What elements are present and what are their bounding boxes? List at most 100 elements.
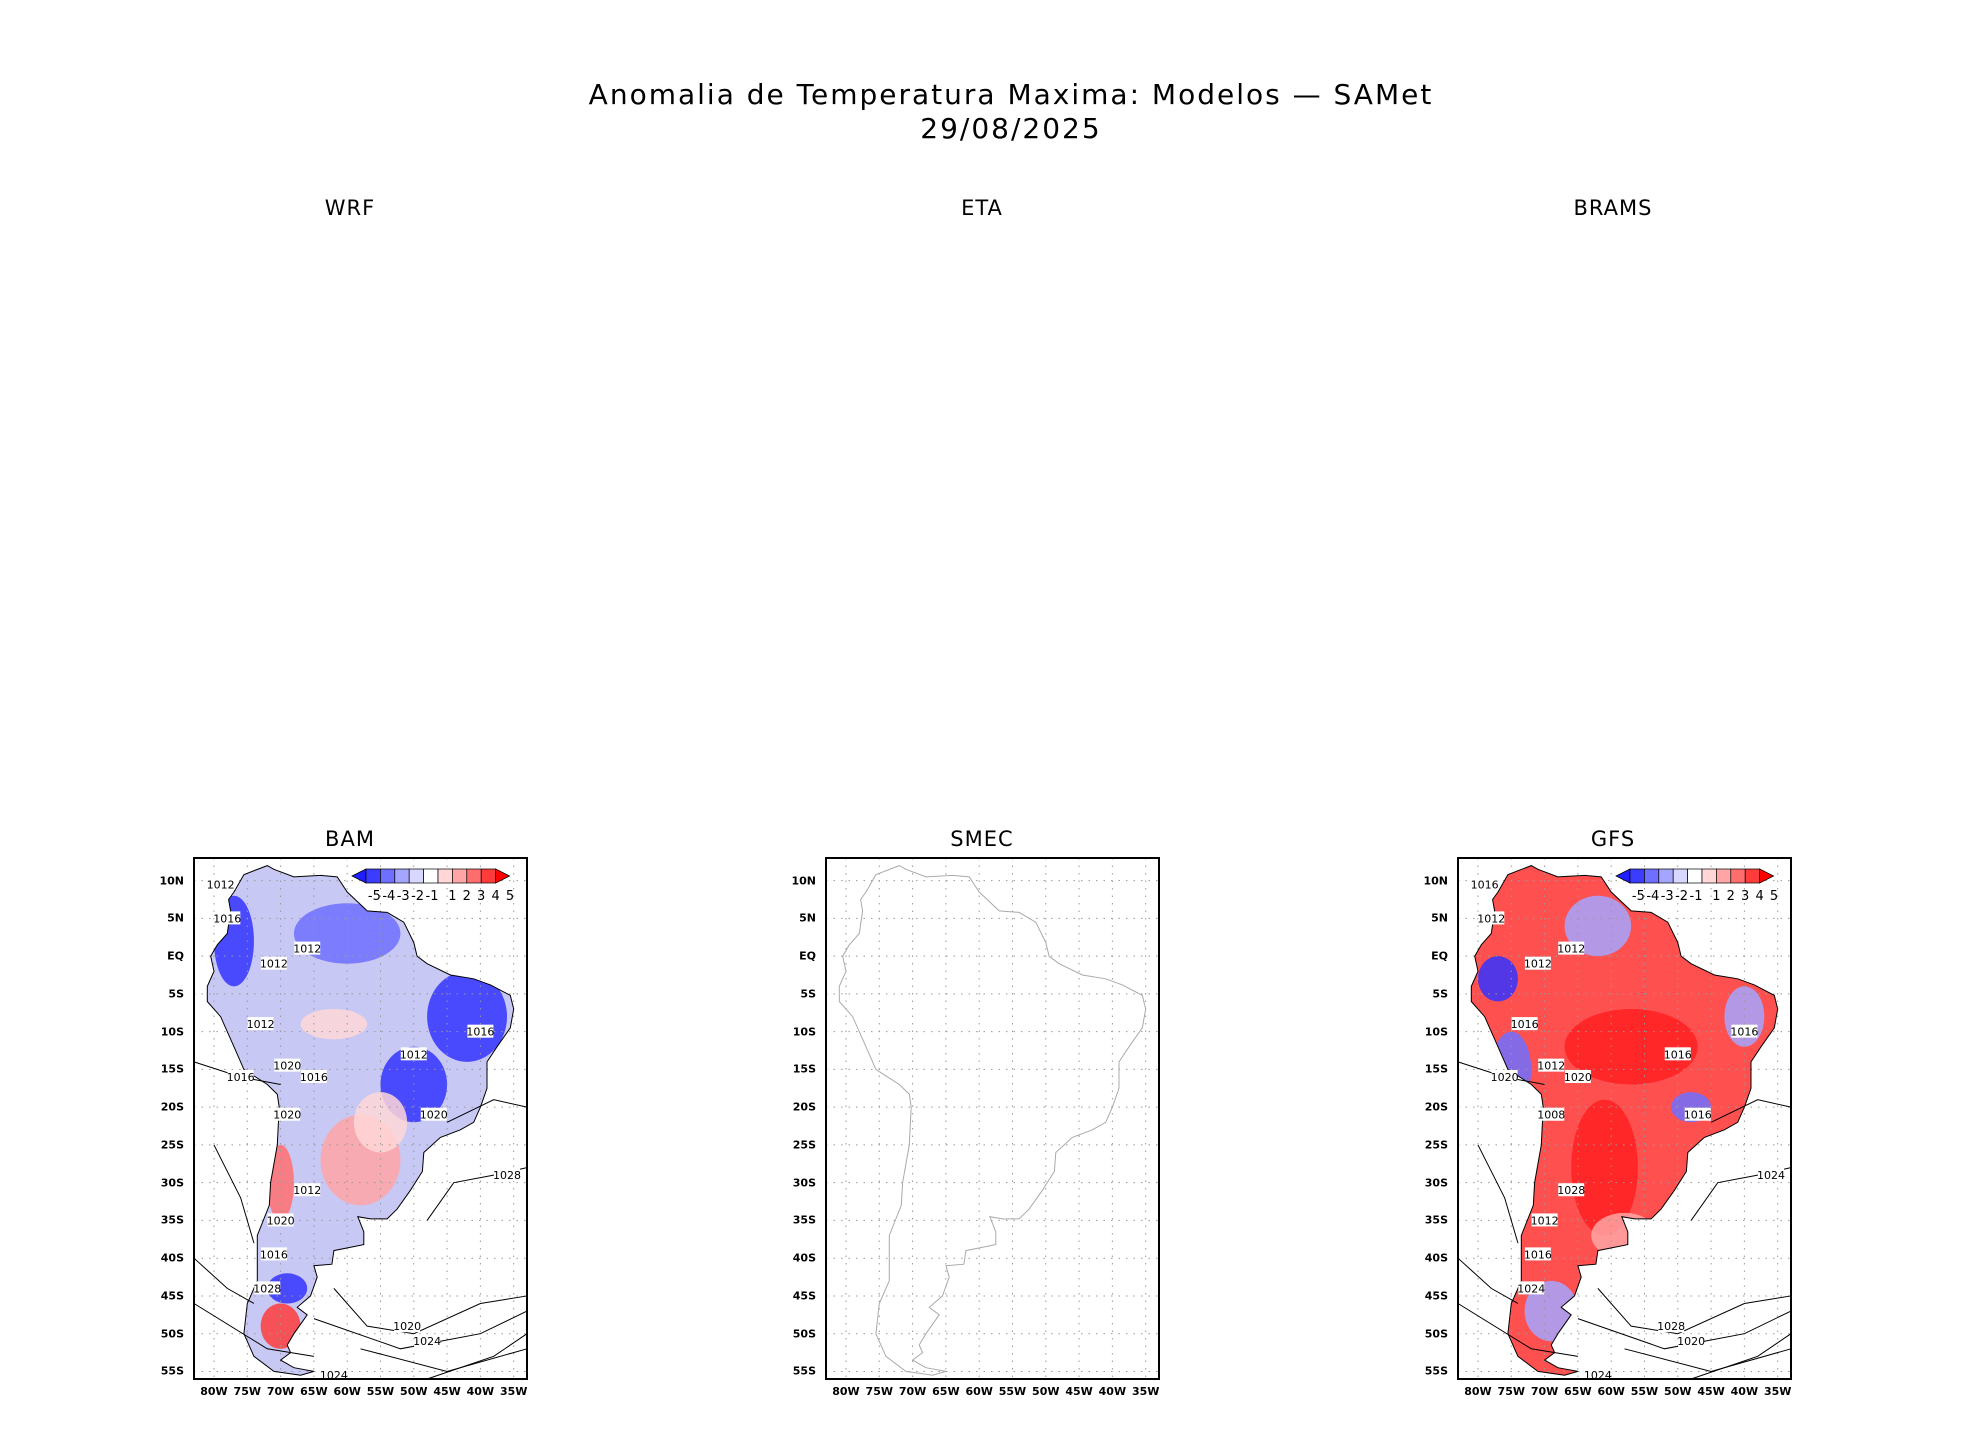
colorbar-tick-label: 1 <box>448 889 456 904</box>
contour-label: 1012 <box>1524 958 1552 971</box>
isobar-contour <box>1597 1288 1792 1335</box>
lon-tick-label: 55W <box>998 1385 1027 1398</box>
lat-tick-label: 50S <box>160 1327 184 1341</box>
contour-label-bg <box>274 1107 301 1121</box>
contour-label: 1020 <box>1677 1335 1705 1348</box>
contour-label: 1012 <box>293 943 321 956</box>
lat-tick-label: 5N <box>167 911 184 925</box>
contour-label-bg <box>1658 1319 1685 1333</box>
contour-label: 1020 <box>393 1320 421 1333</box>
coastline <box>206 865 515 1376</box>
lon-tick-label: 40W <box>1098 1385 1127 1398</box>
isobar-contour <box>1457 1303 1578 1357</box>
contour-label: 1016 <box>466 1026 494 1039</box>
colorbar-tick-label: -1 <box>1690 889 1703 904</box>
anomaly-region <box>267 1144 294 1221</box>
colorbar-swatch <box>408 868 424 884</box>
contour-label: 1016 <box>1471 878 1499 891</box>
lon-tick-label: 75W <box>1497 1385 1525 1398</box>
contour-label-bg <box>1471 877 1498 891</box>
contour-label-bg <box>247 1017 274 1031</box>
lat-tick-label: 55S <box>160 1364 184 1378</box>
anomaly-region <box>1571 1099 1638 1236</box>
lat-tick-label: 35S <box>160 1213 184 1227</box>
lon-tick-label: 70W <box>898 1385 927 1398</box>
contour-label: 1024 <box>1757 1169 1785 1182</box>
contour-label-bg <box>1524 1247 1551 1261</box>
panel-title-wrf: WRF <box>324 196 376 220</box>
lon-tick-label: 60W <box>965 1385 993 1398</box>
contour-label-bg <box>1584 1368 1611 1382</box>
lat-tick-label: 50S <box>1424 1327 1448 1341</box>
lat-tick-label: 20S <box>792 1100 816 1114</box>
colorbar-tick-label: -3 <box>1661 889 1674 904</box>
colorbar-tick-label: -3 <box>397 889 410 904</box>
contour-label: 1024 <box>320 1369 348 1382</box>
isobar-contour <box>1710 1099 1792 1123</box>
colorbar-swatch <box>1701 868 1717 884</box>
lat-tick-label: 15S <box>1424 1062 1448 1076</box>
contour-label: 1016 <box>1511 1018 1539 1031</box>
lat-tick-label: 55S <box>792 1364 816 1378</box>
lon-tick-label: 35W <box>499 1385 528 1398</box>
lon-tick-label: 60W <box>333 1385 361 1398</box>
contour-label-bg <box>294 941 321 955</box>
colorbar-swatch <box>365 868 381 884</box>
lat-tick-label: 10S <box>160 1025 184 1039</box>
contour-label: 1020 <box>273 1109 301 1122</box>
isobar-contour <box>213 1144 255 1244</box>
contour-label-bg <box>400 1047 427 1061</box>
map-gfs: 1016 1012 1012 1012 1016 1020 1016 1016 1012 1008… <box>1423 857 1792 1398</box>
contour-label: 1016 <box>1730 1026 1758 1039</box>
contour-label-bg <box>1518 1281 1545 1295</box>
isobar-contour <box>333 1288 528 1335</box>
colorbar-swatch <box>1730 868 1746 884</box>
lon-tick-label: 70W <box>266 1385 295 1398</box>
anomaly-region <box>1564 1009 1698 1085</box>
colorbar-swatch <box>1716 868 1732 884</box>
colorbar-swatch <box>1672 868 1688 884</box>
lon-tick-label: 65W <box>1564 1385 1592 1398</box>
lat-tick-label: 55S <box>1424 1364 1448 1378</box>
colorbar-tick-label: -2 <box>1675 889 1688 904</box>
map-canvas <box>825 857 1160 1380</box>
contour-label: 1008 <box>1537 1109 1565 1122</box>
colorbar-tick-label: 5 <box>1770 889 1778 904</box>
lon-tick-label: 75W <box>865 1385 893 1398</box>
contour-label: 1016 <box>1684 1109 1712 1122</box>
map-canvas: 1012101610121012101210161012101610201020… <box>193 857 528 1382</box>
panel-title-eta: ETA <box>961 196 1003 220</box>
colorbar-swatch <box>394 868 410 884</box>
lon-tick-label: 70W <box>1530 1385 1559 1398</box>
colorbar-tick-label: 1 <box>1712 889 1720 904</box>
anomaly-region <box>1477 956 1518 1002</box>
contour-label-bg <box>1558 941 1585 955</box>
isobar-contour <box>426 1333 528 1380</box>
colorbar-tick-label: 3 <box>1741 889 1749 904</box>
colorbar-tick-label: -4 <box>382 889 395 904</box>
contour-label-bg <box>227 1069 254 1083</box>
contour-label-bg <box>1524 956 1551 970</box>
lon-tick-label: 65W <box>300 1385 328 1398</box>
contour-label-bg <box>1731 1024 1758 1038</box>
contour-label-bg <box>1538 1058 1565 1072</box>
contour-label-bg <box>394 1319 421 1333</box>
lat-tick-label: EQ <box>167 949 184 963</box>
colorbar-swatch <box>452 868 468 884</box>
isobar-contour <box>1624 1348 1792 1372</box>
anomaly-region <box>427 971 508 1062</box>
contour-label-bg <box>1678 1334 1705 1348</box>
lat-tick-label: 40S <box>792 1251 816 1265</box>
lat-tick-label: EQ <box>799 949 816 963</box>
colorbar-tick-label: 4 <box>491 889 499 904</box>
panel-title-smec: SMEC <box>950 827 1014 851</box>
contour-label: 1012 <box>400 1048 428 1061</box>
isobar-contour <box>193 1303 314 1357</box>
isobar-contour <box>1457 1257 1519 1304</box>
colorbar-tick-label: 3 <box>477 889 485 904</box>
chart-title: Anomalia de Temperatura Maxima: Modelos … <box>589 78 1434 146</box>
lat-tick-label: 20S <box>160 1100 184 1114</box>
contour-label: 1016 <box>300 1071 328 1084</box>
contour-label-bg <box>1664 1047 1691 1061</box>
colorbar-legend: -5 -4 -3 -2 -1 1 2 3 4 5 <box>1615 868 1778 904</box>
